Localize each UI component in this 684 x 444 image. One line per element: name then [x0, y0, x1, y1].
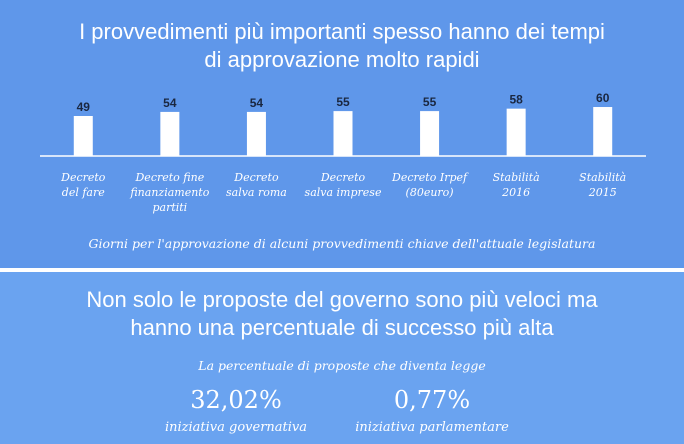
x-tick-label: Decreto fine finanziamento partiti [129, 171, 209, 214]
bar-value-label: 54 [250, 96, 264, 110]
bar [160, 111, 180, 156]
bar-value-label: 55 [423, 95, 437, 109]
x-tick-label: Decreto salva imprese [305, 171, 382, 199]
stat-label: iniziativa parlamentare [355, 420, 509, 435]
section2-title-line-1: Non solo le proposte del governo sono pi… [86, 287, 598, 312]
chart-title-line-1: I provvedimenti più importanti spesso ha… [79, 19, 605, 44]
bar-value-label: 60 [596, 91, 610, 105]
x-tick-label: Decreto del fare [60, 171, 106, 199]
bar [333, 111, 353, 156]
bar [593, 107, 613, 156]
x-tick-label: Decreto Irpef (80euro) [391, 171, 469, 199]
bar-value-label: 58 [509, 93, 523, 107]
bar [246, 111, 266, 156]
bar [420, 111, 440, 156]
stat-parlamentare: 0,77% iniziativa parlamentare [322, 386, 542, 435]
x-tick-label: Stabilità 2016 [493, 171, 540, 199]
stat-value: 0,77% [393, 386, 471, 414]
bar-chart: 49 Decreto del fare 54 Decreto fine finanziam… [40, 91, 646, 214]
bar-value-label: 54 [163, 96, 177, 110]
bar-value-label: 55 [336, 95, 350, 109]
chart-title: I provvedimenti più importanti spesso ha… [0, 18, 684, 74]
section-divider [0, 268, 684, 272]
x-tick-label: Stabilità 2015 [579, 171, 626, 199]
bar-value-label: 49 [77, 100, 91, 114]
bottom-panel [0, 272, 684, 444]
bar [506, 108, 526, 156]
x-tick-label: Decreto salva roma [226, 171, 287, 199]
chart-title-line-2: di approvazione molto rapidi [204, 47, 480, 72]
bar [73, 116, 93, 156]
stat-value: 32,02% [190, 386, 282, 414]
stat-label: iniziativa governativa [164, 420, 308, 435]
section2-title: Non solo le proposte del governo sono pi… [0, 286, 684, 342]
stats-caption: La percentuale di proposte che diventa l… [198, 358, 486, 373]
section2-title-line-2: hanno una percentuale di successo più al… [130, 315, 554, 340]
chart-caption: Giorni per l'approvazione di alcuni prov… [88, 236, 596, 251]
stat-governativa: 32,02% iniziativa governativa [126, 386, 346, 435]
